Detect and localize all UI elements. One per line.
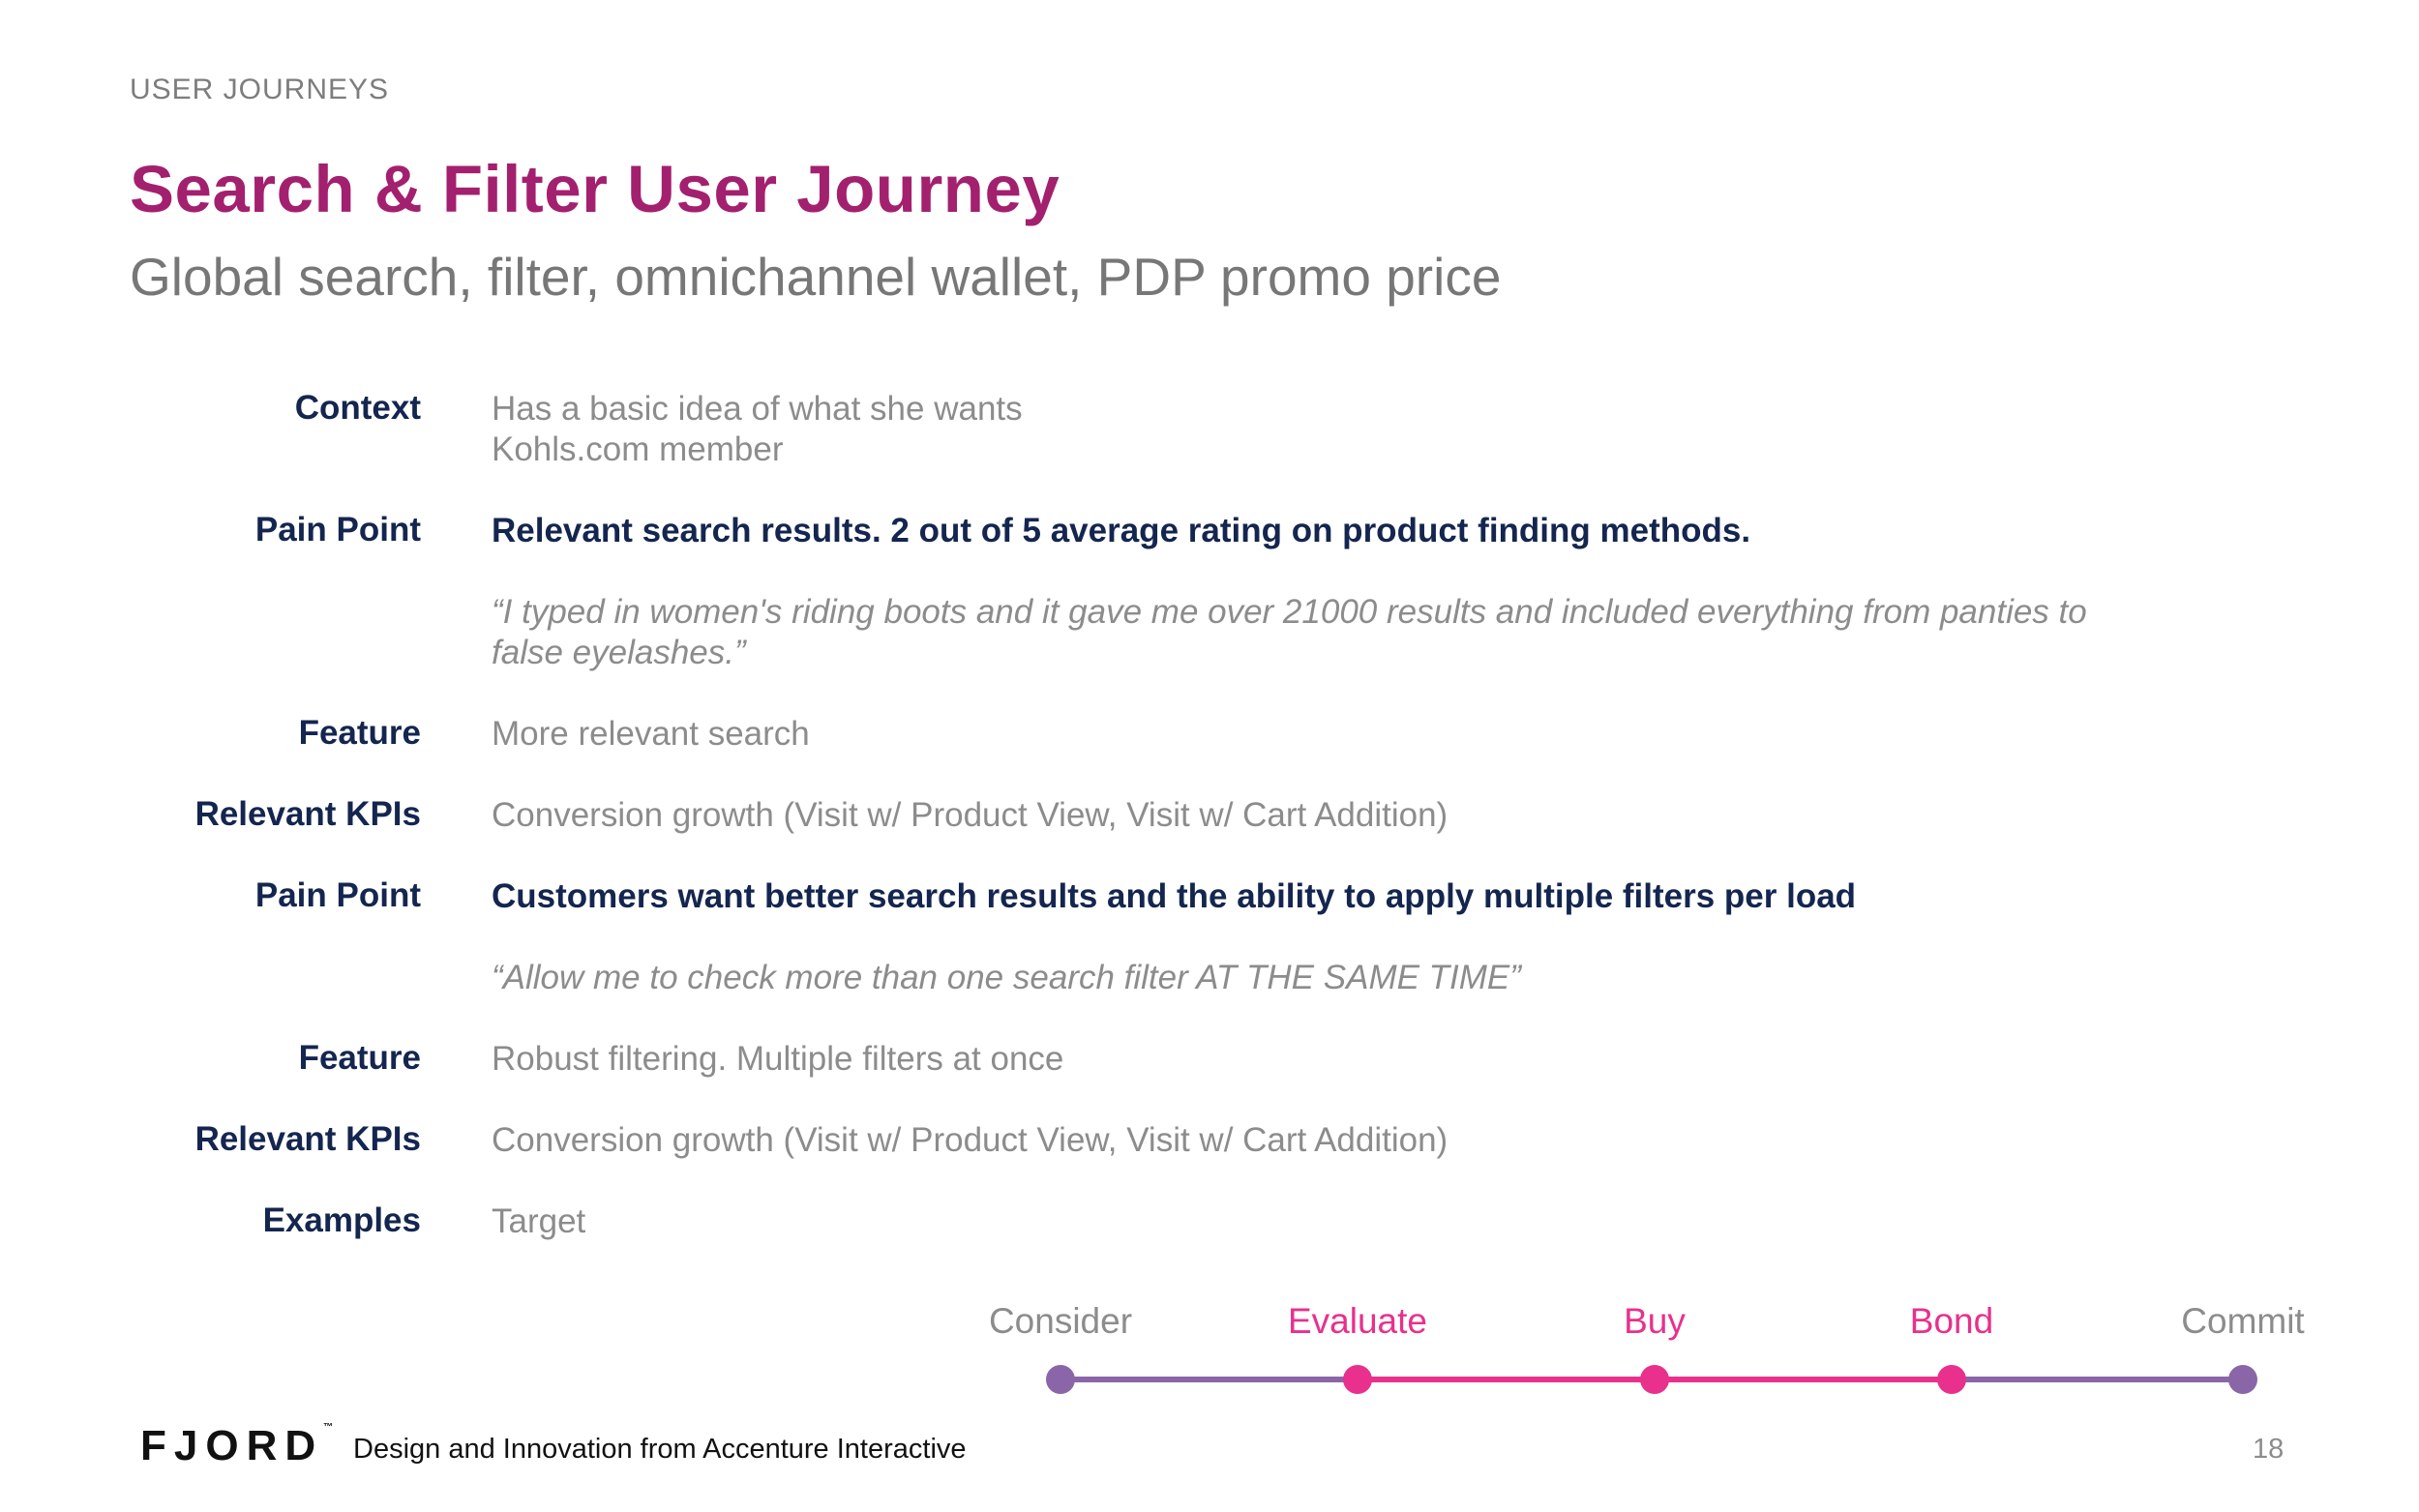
row-body-examples: Target (492, 1202, 586, 1240)
row-body-pain-point-2: Customers want better search results and… (492, 877, 1857, 915)
stage-label-buy: Buy (1624, 1301, 1686, 1341)
row-body-quote-1: “I typed in women's riding boots and it … (492, 592, 2262, 673)
row-body-context: Has a basic idea of what she wants Kohls… (492, 389, 2262, 470)
stage-label-bond: Bond (1909, 1301, 1994, 1341)
page-subtitle: Global search, filter, omnichannel walle… (130, 247, 1502, 307)
quote-1-line-1: “I typed in women's riding boots and it … (492, 593, 2087, 631)
row-body-quote-2: “Allow me to check more than one search … (492, 959, 1521, 996)
logo-text: FJORD (140, 1422, 324, 1469)
timeline-node-buy (1640, 1365, 1669, 1394)
section-label: USER JOURNEYS (130, 74, 390, 105)
row-label-pain-point-1: Pain Point (254, 511, 421, 548)
page-title: Search & Filter User Journey (130, 152, 1060, 226)
timeline-node-evaluate (1343, 1365, 1372, 1394)
row-body-kpi-2: Conversion growth (Visit w/ Product View… (492, 1121, 1448, 1159)
row-body-feature-2: Robust filtering. Multiple filters at on… (492, 1040, 1064, 1078)
row-label-feature-1: Feature (298, 714, 421, 752)
timeline-node-consider (1046, 1365, 1075, 1394)
context-line-1: Has a basic idea of what she wants (492, 390, 1023, 428)
stage-label-commit: Commit (2181, 1301, 2305, 1341)
row-body-pain-point-1: Relevant search results. 2 out of 5 aver… (492, 512, 1751, 549)
footer-tagline: Design and Innovation from Accenture Int… (353, 1434, 967, 1465)
row-body-feature-1: More relevant search (492, 715, 810, 753)
fjord-logo: FJORD™ (140, 1422, 333, 1470)
row-label-feature-2: Feature (298, 1039, 421, 1077)
stage-label-evaluate: Evaluate (1288, 1301, 1427, 1341)
context-line-2: Kohls.com member (492, 430, 784, 468)
quote-1-line-2: false eyelashes.” (492, 634, 746, 671)
row-label-kpi-2: Relevant KPIs (194, 1120, 421, 1158)
row-label-pain-point-2: Pain Point (254, 876, 421, 914)
timeline-node-commit (2228, 1365, 2257, 1394)
row-label-examples: Examples (262, 1201, 421, 1239)
row-label-context: Context (294, 389, 421, 427)
row-body-kpi-1: Conversion growth (Visit w/ Product View… (492, 796, 1448, 834)
timeline-node-bond (1937, 1365, 1966, 1394)
row-label-kpi-1: Relevant KPIs (194, 795, 421, 833)
logo-trademark: ™ (323, 1422, 334, 1433)
stage-label-consider: Consider (988, 1301, 1133, 1341)
page-number: 18 (2253, 1434, 2285, 1465)
